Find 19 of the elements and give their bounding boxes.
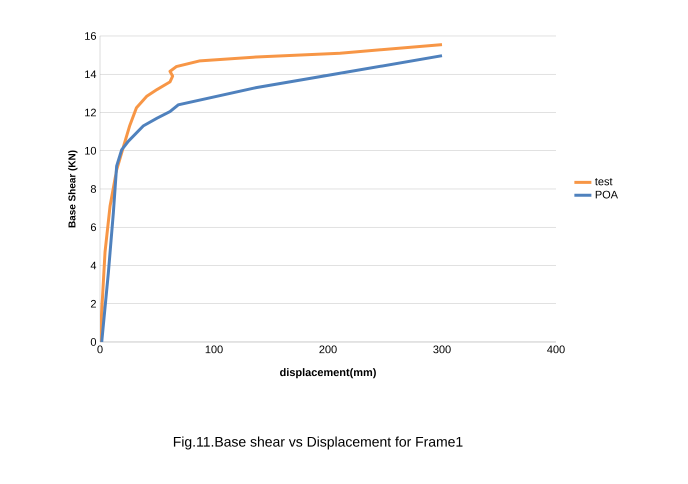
y-tick-label: 14 — [85, 70, 96, 78]
y-tick-label: 8 — [90, 185, 96, 193]
x-tick-label: 400 — [547, 346, 565, 354]
y-axis-title: Base Shear (KN) — [68, 150, 78, 228]
legend-label: test — [595, 178, 612, 186]
y-tick-label: 10 — [85, 146, 96, 155]
y-tick-label: 0 — [90, 338, 96, 346]
x-tick-label: 0 — [97, 346, 103, 354]
caption: Fig.11.Base shear vs Displacement for Frame1 — [174, 436, 462, 450]
y-tick-label: 16 — [85, 32, 96, 40]
y-tick-label: 12 — [85, 108, 96, 116]
x-tick-label: 100 — [206, 346, 223, 354]
y-tick-label: 4 — [90, 262, 96, 270]
legend-label: POA — [596, 190, 618, 198]
y-tick-label: 2 — [90, 300, 96, 308]
x-tick-label: 300 — [433, 346, 451, 354]
y-tick-label: 6 — [90, 223, 96, 232]
x-tick-label: 200 — [319, 346, 337, 354]
x-axis-title: displacement(mm) — [280, 368, 376, 378]
